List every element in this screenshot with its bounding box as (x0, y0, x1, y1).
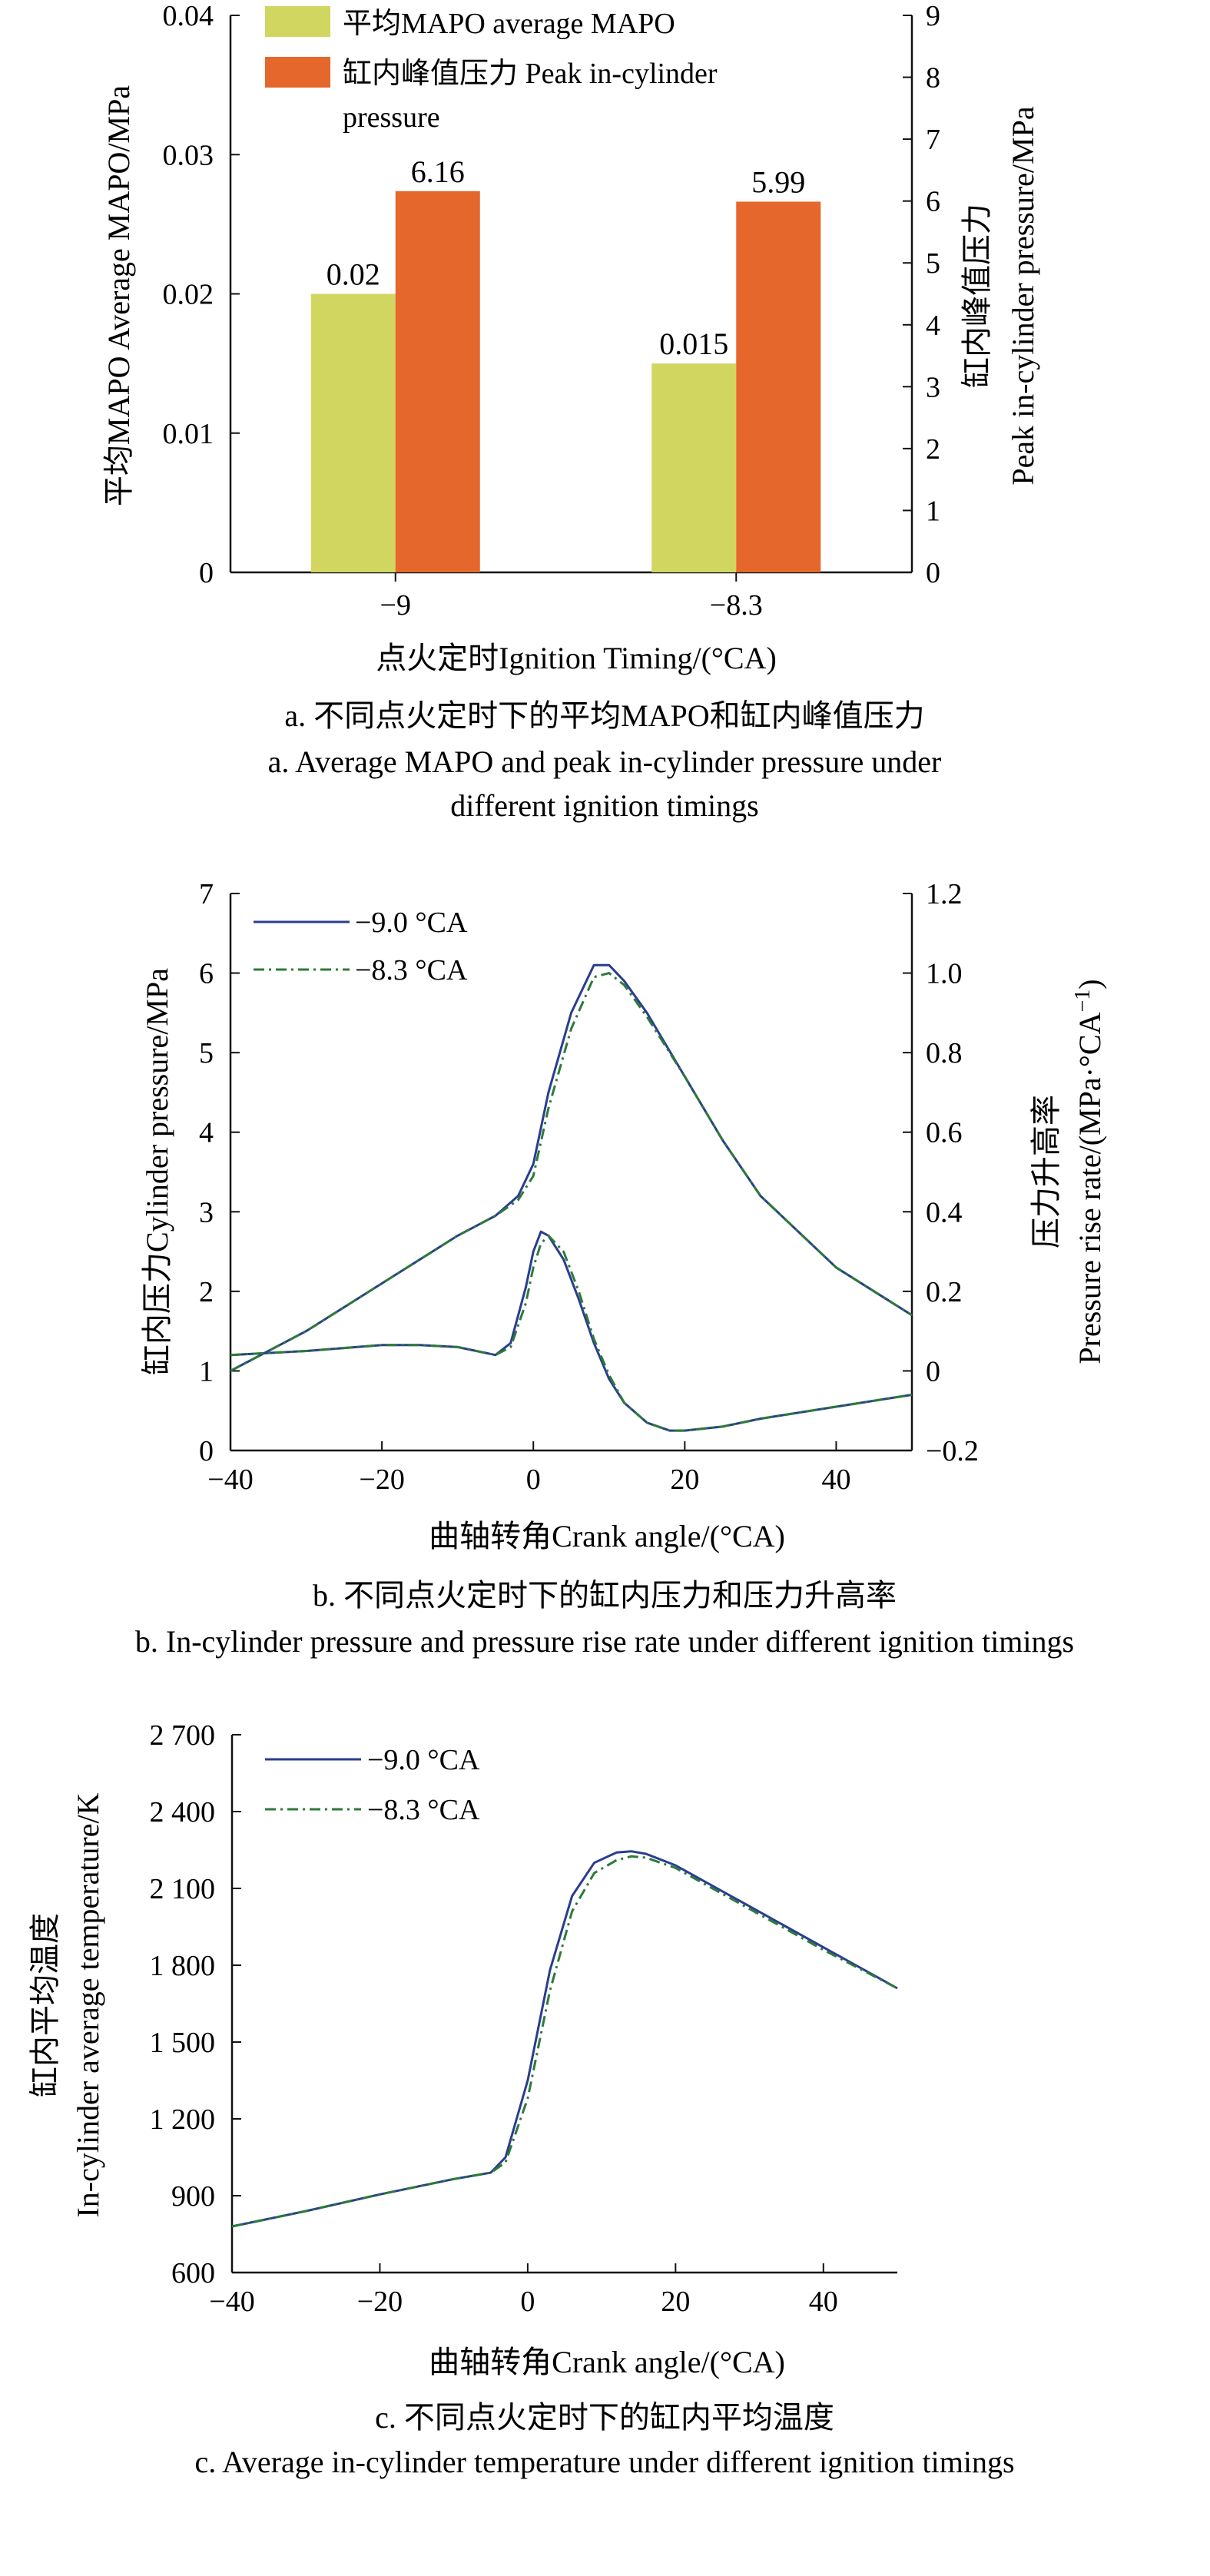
panel-c-caption-cn: c. 不同点火定时下的缸内平均温度 (375, 2400, 834, 2435)
panel-a-caption-en-2: different ignition timings (450, 788, 758, 823)
panel-a-right-tick-label: 7 (926, 124, 940, 156)
panel-a-legend-peak-line1: 缸内峰值压力 Peak in-cylinder (343, 58, 718, 90)
panel-b-y-label-right-cn: 压力升高率 (1029, 1095, 1063, 1248)
panel-c-legend-label-9: −9.0 °CA (367, 1744, 480, 1776)
panel-2-y-tick-label: 1 200 (150, 2104, 216, 2136)
panel-a-right-tick-label: 8 (926, 62, 940, 94)
panel-a-left-tick-label: 0 (199, 557, 214, 589)
panel-a-left-tick-label: 0.03 (163, 139, 214, 171)
panel-2-x-tick-label: −40 (209, 2286, 254, 2318)
panel-1-x-tick-label: −40 (207, 1464, 253, 1496)
panel-1-right-tick-label: 1.0 (926, 958, 963, 990)
panel-c-line-chart: 600 900 1 200 1 500 1 800 2 100 2 400 2 700 −40 −… (28, 1719, 1015, 2479)
panel-b-legend-label-83: −8.3 °CA (355, 954, 468, 986)
panel-2-x-tick-label: 20 (661, 2286, 690, 2318)
panel-a-legend-swatch-mapo (265, 6, 330, 37)
panel-a-legend-mapo: 平均MAPO average MAPO (343, 8, 675, 40)
panel-b-y-label-right-en-main: Pressure rise rate/(MPa·°CA (1072, 1012, 1107, 1364)
panel-2-y-tick-label: 600 (171, 2257, 215, 2289)
panel-a-y-label-right-en: Peak in-cylinder pressure/MPa (1006, 106, 1040, 485)
panel-2-y-tick-label: 1 500 (150, 2027, 216, 2059)
panel-a-x-tick-label: −8.3 (710, 589, 763, 622)
panel-1-left-tick-label: 2 (199, 1276, 214, 1308)
panel-b-line-chart: 0 1 2 3 4 5 6 7 −0.2 0 0.2 0.4 0.6 0.8 1.0 1.2 −40 −20 0 20… (135, 878, 1107, 1659)
panel-a-bar-0-0 (310, 293, 396, 572)
panel-b-x-label: 曲轴转角Crank angle/(°CA) (429, 1519, 785, 1553)
panel-b-y-label-right-sup: −1 (1071, 990, 1095, 1013)
panel-a-bar-1-1 (736, 201, 821, 572)
panel-2-y-tick-label: 2 100 (150, 1873, 216, 1905)
panel-1-right-tick-label: 0.6 (926, 1117, 963, 1149)
panel-a-caption-en-1: a. Average MAPO and peak in-cylinder pre… (268, 744, 942, 779)
panel-a-legend-swatch-peak (265, 57, 330, 88)
panel-1-right-tick-label: 0.2 (926, 1276, 963, 1308)
panel-1-x-tick-label: −20 (359, 1464, 404, 1496)
panel-a-y-label-right-cn: 缸内峰值压力 (960, 204, 994, 388)
panel-a-right-tick-label: 2 (926, 433, 940, 466)
panel-2-y-tick-label: 2 700 (150, 1719, 216, 1752)
panel-2-series-line-0 (231, 1850, 898, 2228)
panel-a-right-tick-label: 9 (926, 0, 940, 32)
panel-1-right-tick-label: 0.4 (926, 1196, 963, 1228)
panel-c-caption-en: c. Average in-cylinder temperature under… (194, 2445, 1014, 2479)
panel-1-series-line-2 (230, 1230, 913, 1432)
panel-1-left-tick-label: 6 (199, 958, 214, 990)
panel-a-right-tick-label: 6 (926, 186, 940, 218)
panel-1-right-tick-label: 0.8 (926, 1037, 963, 1069)
panel-1-right-tick-label: −0.2 (926, 1435, 979, 1467)
panel-1-right-tick-label: 0 (926, 1355, 940, 1387)
panel-a-bar-chart: 0.02 6.16 0.015 5.99 0 0.01 0.02 0.03 0.04 0 1 2 3 4… (101, 0, 1040, 823)
panel-1-x-tick-label: 40 (821, 1464, 850, 1496)
panel-c-y-label-cn: 缸内平均温度 (28, 1913, 62, 2097)
panel-a-data-label: 0.015 (659, 327, 728, 361)
panel-2-series-line-1 (231, 1855, 898, 2228)
panel-b-caption-cn: b. 不同点火定时下的缸内压力和压力升高率 (313, 1578, 897, 1613)
panel-2-x-tick-label: −20 (357, 2286, 403, 2318)
panel-1-left-tick-label: 4 (199, 1117, 214, 1149)
panel-a-x-label: 点火定时Ignition Timing/(°CA) (376, 641, 777, 675)
panel-1-left-tick-label: 1 (199, 1355, 214, 1387)
panel-b-y-label-left: 缸内压力Cylinder pressure/MPa (140, 968, 174, 1375)
panel-2-x-tick-label: 0 (520, 2286, 535, 2318)
panel-a-left-tick-label: 0.02 (163, 279, 214, 311)
panel-1-left-tick-label: 3 (199, 1196, 214, 1228)
panel-b-y-label-right-close: ) (1072, 979, 1107, 989)
panel-1-series-line-1 (230, 972, 913, 1372)
panel-2-y-tick-label: 1 800 (150, 1950, 216, 1982)
panel-a-bar-1-0 (395, 191, 480, 572)
panel-a-x-tick-label: −9 (380, 589, 411, 622)
panel-b-legend-label-9: −9.0 °CA (355, 907, 468, 939)
panel-2-y-tick-label: 900 (171, 2180, 215, 2213)
panel-a-caption-cn: a. 不同点火定时下的平均MAPO和缸内峰值压力 (284, 698, 924, 733)
panel-2-x-tick-label: 40 (809, 2286, 838, 2318)
panel-c-y-label-en: In-cylinder average temperature/K (71, 1792, 105, 2217)
panel-a-bar-0-1 (651, 363, 737, 572)
panel-a-data-label: 0.02 (327, 257, 380, 292)
panel-a-legend-peak-line2: pressure (343, 101, 440, 134)
panel-c-x-label: 曲轴转角Crank angle/(°CA) (429, 2345, 785, 2379)
panel-1-x-tick-label: 20 (670, 1464, 699, 1496)
panel-a-data-label: 6.16 (411, 154, 465, 189)
panel-a-right-tick-label: 3 (926, 371, 940, 403)
panel-a-right-tick-label: 1 (926, 495, 940, 527)
panel-a-left-tick-label: 0.04 (163, 0, 214, 32)
panel-1-x-tick-label: 0 (526, 1464, 541, 1496)
panel-a-right-tick-label: 0 (926, 557, 940, 589)
panel-a-y-label-left: 平均MAPO Average MAPO/MPa (101, 85, 136, 506)
panel-1-right-tick-label: 1.2 (926, 878, 963, 910)
panel-b-caption-en: b. In-cylinder pressure and pressure ris… (135, 1624, 1074, 1659)
panel-1-left-tick-label: 5 (199, 1037, 214, 1069)
panel-1-series-line-3 (230, 1234, 913, 1432)
panel-b-y-label-right-en: Pressure rise rate/(MPa·°CA−1) (1071, 979, 1107, 1364)
panel-a-data-label: 5.99 (751, 164, 805, 199)
panel-a-right-tick-label: 4 (926, 310, 940, 342)
panel-a-right-tick-label: 5 (926, 247, 940, 280)
panel-1-left-tick-label: 0 (199, 1435, 214, 1467)
panel-a-left-tick-label: 0.01 (163, 418, 214, 450)
panel-1-left-tick-label: 7 (199, 878, 214, 910)
panel-c-legend-label-83: −8.3 °CA (367, 1794, 480, 1826)
panel-2-y-tick-label: 2 400 (150, 1796, 216, 1828)
